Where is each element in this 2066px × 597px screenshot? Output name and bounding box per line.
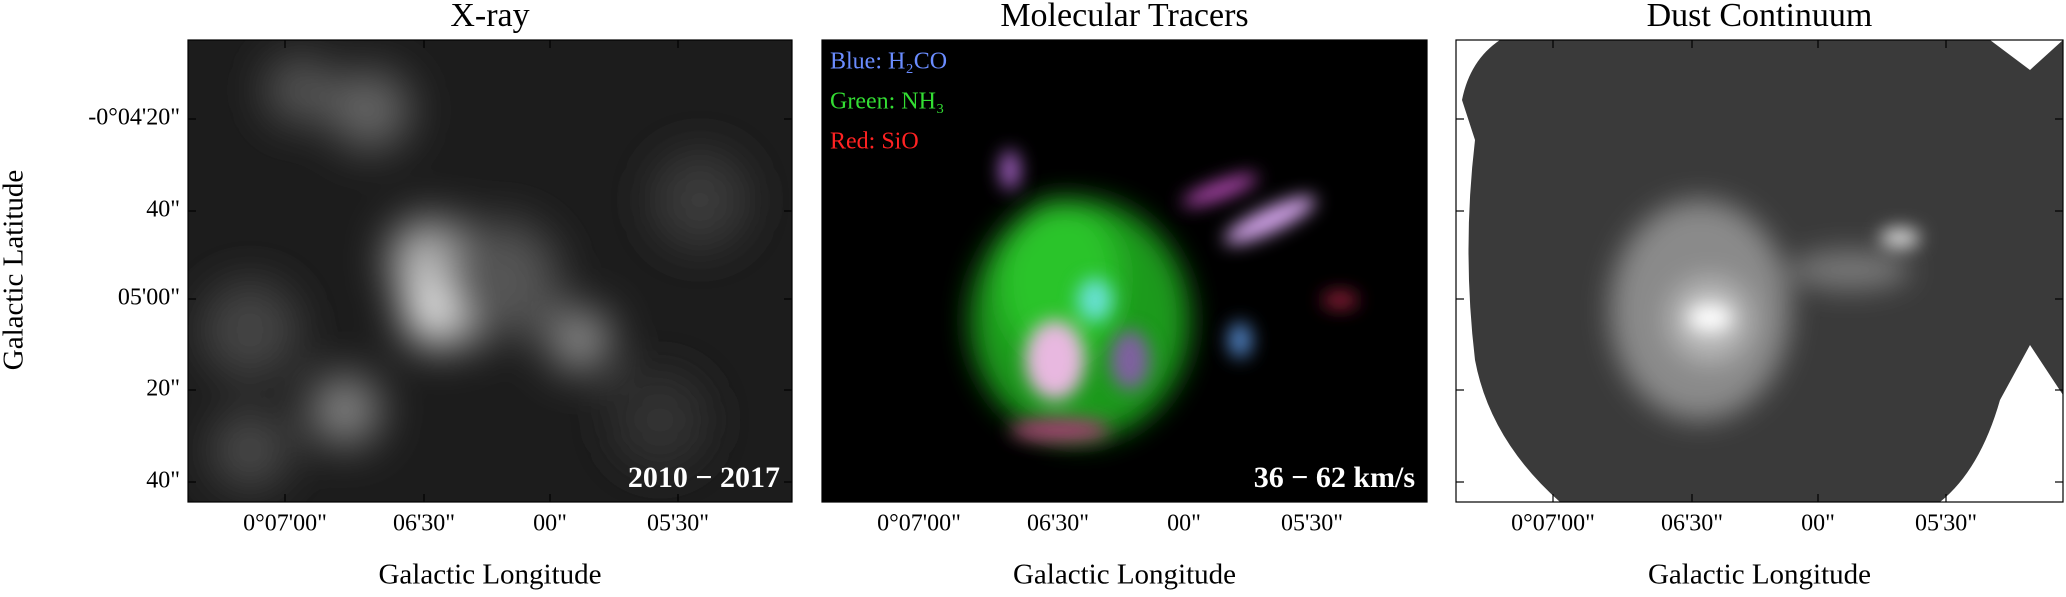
x-tick-label: 06'30" bbox=[1027, 511, 1089, 537]
x-tick-label: 00" bbox=[533, 511, 567, 537]
x-tick-label: 05'30" bbox=[1281, 511, 1343, 537]
y-tick-label: -0°04'20" bbox=[88, 105, 180, 131]
x-tick-label: 00" bbox=[1801, 511, 1835, 537]
frame bbox=[1455, 39, 2064, 503]
annotation: 36 − 62 km/s bbox=[1254, 461, 1415, 494]
annotation: 2010 − 2017 bbox=[628, 461, 780, 494]
frame bbox=[821, 39, 1428, 503]
x-tick-label: 06'30" bbox=[1661, 511, 1723, 537]
panel-title: Molecular Tracers bbox=[1000, 0, 1248, 34]
x-tick-label: 0°07'00" bbox=[243, 511, 327, 537]
panel-title: X-ray bbox=[450, 0, 529, 34]
y-tick-label: 40" bbox=[146, 197, 180, 223]
x-axis-label: Galactic Longitude bbox=[1648, 559, 1871, 591]
x-tick-label: 0°07'00" bbox=[1511, 511, 1595, 537]
legend-entry: Blue: H₂CO bbox=[830, 49, 947, 75]
panel-title: Dust Continuum bbox=[1647, 0, 1873, 34]
xray-image bbox=[188, 40, 792, 502]
x-tick-label: 05'30" bbox=[647, 511, 709, 537]
legend-entry: Red: SiO bbox=[830, 129, 919, 155]
frame bbox=[187, 39, 793, 503]
x-tick-label: 00" bbox=[1167, 511, 1201, 537]
legend-entry: Green: NH₃ bbox=[830, 89, 944, 115]
dust-image bbox=[1462, 40, 2063, 502]
molecular-image bbox=[822, 40, 1427, 502]
x-tick-label: 06'30" bbox=[393, 511, 455, 537]
x-axis-label: Galactic Longitude bbox=[378, 559, 601, 591]
y-tick-label: 05'00" bbox=[118, 285, 180, 311]
y-tick-label: 40" bbox=[146, 468, 180, 494]
x-tick-label: 05'30" bbox=[1915, 511, 1977, 537]
x-tick-label: 0°07'00" bbox=[877, 511, 961, 537]
y-axis-label: Galactic Latitude bbox=[0, 170, 30, 370]
y-tick-label: 20" bbox=[146, 376, 180, 402]
x-axis-label: Galactic Longitude bbox=[1013, 559, 1236, 591]
